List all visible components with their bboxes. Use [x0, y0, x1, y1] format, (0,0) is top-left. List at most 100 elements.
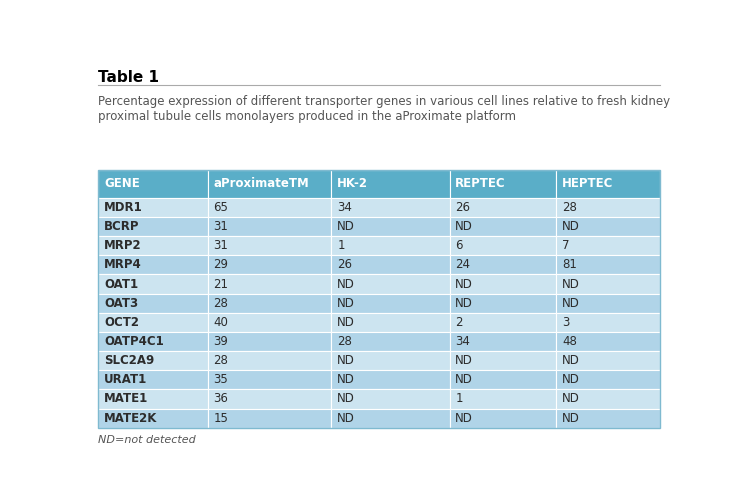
Text: 7: 7	[562, 239, 570, 252]
Text: ND: ND	[455, 278, 473, 290]
Bar	[208, 313, 332, 332]
Bar	[208, 294, 332, 313]
Bar	[556, 170, 660, 198]
Bar	[449, 351, 556, 370]
Text: REPTEC: REPTEC	[455, 178, 506, 190]
Bar	[332, 370, 449, 390]
Bar	[98, 408, 208, 428]
Bar	[98, 332, 208, 351]
Bar	[449, 390, 556, 408]
Bar	[98, 170, 660, 428]
Bar	[556, 313, 660, 332]
Text: BCRP: BCRP	[104, 220, 139, 233]
Bar	[332, 256, 449, 274]
Text: ND: ND	[562, 412, 580, 424]
Text: 31: 31	[214, 220, 229, 233]
Bar	[208, 408, 332, 428]
Text: 24: 24	[455, 258, 470, 272]
Text: 1: 1	[455, 392, 462, 406]
Text: ND: ND	[562, 296, 580, 310]
Bar	[98, 236, 208, 256]
Text: MATE2K: MATE2K	[104, 412, 158, 424]
Text: MATE1: MATE1	[104, 392, 148, 406]
Bar	[98, 294, 208, 313]
Bar	[449, 294, 556, 313]
Text: 1: 1	[337, 239, 345, 252]
Bar	[449, 370, 556, 390]
Bar	[332, 351, 449, 370]
Text: 31: 31	[214, 239, 229, 252]
Text: ND: ND	[337, 392, 355, 406]
Text: ND: ND	[562, 354, 580, 367]
Text: ND: ND	[455, 412, 473, 424]
Bar	[208, 274, 332, 293]
Text: GENE: GENE	[104, 178, 140, 190]
Text: 28: 28	[562, 201, 577, 214]
Bar	[208, 198, 332, 217]
Text: MDR1: MDR1	[104, 201, 143, 214]
Bar	[556, 294, 660, 313]
Text: 48: 48	[562, 335, 577, 348]
Text: URAT1: URAT1	[104, 374, 147, 386]
Bar	[208, 217, 332, 236]
Text: ND: ND	[337, 374, 355, 386]
Bar	[556, 274, 660, 293]
Bar	[332, 170, 449, 198]
Bar	[556, 332, 660, 351]
Text: 6: 6	[455, 239, 462, 252]
Bar	[449, 332, 556, 351]
Bar	[208, 256, 332, 274]
Text: 81: 81	[562, 258, 577, 272]
Bar	[98, 313, 208, 332]
Text: ND: ND	[562, 392, 580, 406]
Bar	[449, 198, 556, 217]
Text: ND: ND	[337, 296, 355, 310]
Bar	[208, 236, 332, 256]
Text: ND: ND	[455, 374, 473, 386]
Bar	[449, 256, 556, 274]
Text: Percentage expression of different transporter genes in various cell lines relat: Percentage expression of different trans…	[98, 94, 670, 122]
Bar	[332, 408, 449, 428]
Bar	[556, 390, 660, 408]
Text: ND=not detected: ND=not detected	[98, 436, 196, 446]
Bar	[98, 170, 208, 198]
Bar	[556, 236, 660, 256]
Text: ND: ND	[455, 354, 473, 367]
Bar	[208, 351, 332, 370]
Bar	[98, 274, 208, 293]
Text: ND: ND	[337, 278, 355, 290]
Text: 3: 3	[562, 316, 569, 329]
Bar	[208, 370, 332, 390]
Bar	[98, 198, 208, 217]
Text: OAT1: OAT1	[104, 278, 138, 290]
Bar	[556, 256, 660, 274]
Bar	[449, 236, 556, 256]
Bar	[449, 170, 556, 198]
Text: 35: 35	[214, 374, 229, 386]
Text: 26: 26	[455, 201, 470, 214]
Text: HEPTEC: HEPTEC	[562, 178, 613, 190]
Text: 26: 26	[337, 258, 352, 272]
Bar	[98, 256, 208, 274]
Text: MRP4: MRP4	[104, 258, 142, 272]
Bar	[332, 217, 449, 236]
Text: 29: 29	[214, 258, 229, 272]
Bar	[556, 351, 660, 370]
Text: ND: ND	[562, 374, 580, 386]
Text: OAT3: OAT3	[104, 296, 138, 310]
Text: 39: 39	[214, 335, 229, 348]
Text: ND: ND	[337, 412, 355, 424]
Bar	[332, 236, 449, 256]
Text: ND: ND	[455, 296, 473, 310]
Bar	[208, 332, 332, 351]
Text: ND: ND	[562, 278, 580, 290]
Bar	[98, 351, 208, 370]
Text: aProximateTM: aProximateTM	[214, 178, 309, 190]
Text: 21: 21	[214, 278, 229, 290]
Bar	[449, 408, 556, 428]
Text: 15: 15	[214, 412, 229, 424]
Text: 34: 34	[337, 201, 352, 214]
Text: 28: 28	[214, 354, 229, 367]
Bar	[556, 217, 660, 236]
Text: 28: 28	[337, 335, 352, 348]
